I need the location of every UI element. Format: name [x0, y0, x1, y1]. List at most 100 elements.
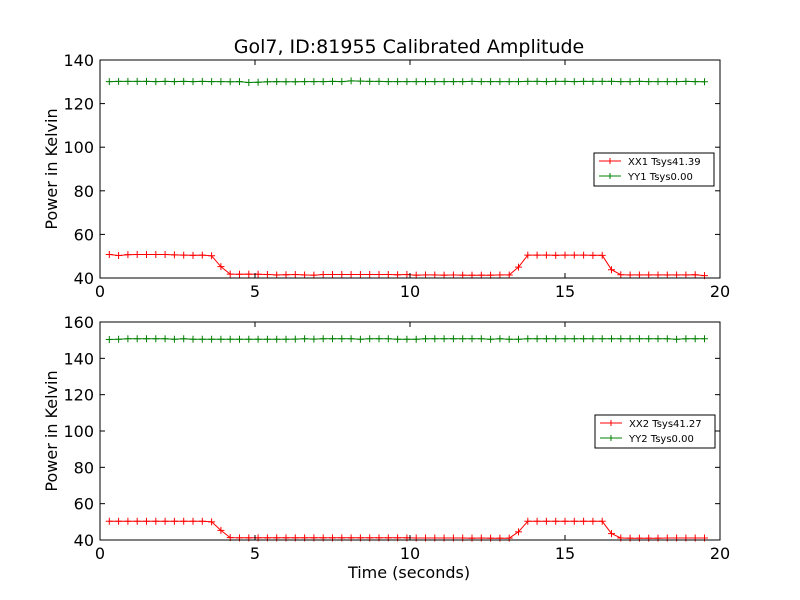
data-point [570, 78, 578, 86]
data-point [347, 77, 355, 85]
data-point [263, 271, 271, 279]
data-point [189, 251, 197, 259]
data-point [459, 271, 467, 279]
data-point [468, 271, 476, 279]
data-point [152, 250, 160, 258]
data-point [338, 78, 346, 86]
data-point [198, 77, 206, 85]
data-point [589, 77, 597, 85]
data-point [589, 335, 597, 343]
data-point [366, 335, 374, 343]
data-point [496, 534, 504, 542]
data-point [524, 517, 532, 525]
data-point [524, 335, 532, 343]
data-point [105, 250, 113, 258]
data-point [487, 271, 495, 279]
data-point [115, 77, 123, 85]
data-point [366, 77, 374, 85]
data-point [626, 78, 634, 86]
data-point [217, 335, 225, 343]
x-tick-label: 15 [555, 544, 575, 563]
data-point [468, 335, 476, 343]
legend-label: XX2 Tsys41.27 [629, 419, 702, 430]
data-point [477, 335, 485, 343]
data-point [161, 335, 169, 343]
data-point [431, 335, 439, 343]
data-point [570, 517, 578, 525]
data-point [682, 271, 690, 279]
data-point [282, 78, 290, 86]
data-point [226, 335, 234, 343]
x-tick-label: 5 [250, 544, 260, 563]
x-tick-label: 5 [250, 282, 260, 301]
data-point [542, 78, 550, 86]
data-point [236, 270, 243, 278]
x-tick-label: 0 [95, 544, 105, 563]
x-tick-label: 0 [95, 282, 105, 301]
data-point [143, 517, 150, 525]
data-point [115, 252, 123, 260]
data-point [645, 335, 653, 343]
data-point [477, 78, 485, 86]
plot-top: 0 5 10 15 20 40 60 80 100 120 140 Power in Kelvin XX… [42, 51, 730, 301]
data-point [589, 517, 597, 525]
data-point [161, 77, 169, 85]
data-point [152, 78, 160, 86]
data-point [477, 271, 485, 279]
data-point [254, 270, 262, 278]
data-point [598, 517, 606, 525]
data-point [654, 271, 662, 279]
data-point [319, 335, 327, 343]
legend-marker [608, 435, 614, 441]
data-point [701, 335, 708, 343]
data-point [105, 335, 113, 343]
data-point [561, 335, 569, 343]
data-point [338, 271, 346, 279]
data-point [273, 271, 281, 279]
data-point [580, 251, 588, 259]
data-point [580, 77, 588, 85]
data-point [617, 335, 625, 343]
y-tick-label: 60 [74, 225, 94, 244]
data-point [273, 335, 281, 343]
data-point [310, 78, 318, 86]
data-point [133, 77, 141, 85]
y-tick-label: 140 [63, 51, 94, 70]
data-point [403, 271, 411, 279]
data-point [542, 335, 550, 343]
data-point [608, 77, 615, 85]
data-point [505, 335, 513, 343]
data-point [226, 270, 234, 278]
data-point [301, 78, 309, 86]
data-point [115, 335, 123, 343]
data-point [691, 271, 699, 279]
data-point [663, 271, 671, 279]
data-point [384, 78, 392, 86]
data-point [682, 77, 690, 85]
data-point [291, 335, 299, 343]
data-point [505, 271, 513, 279]
data-point [496, 335, 504, 343]
data-point [645, 534, 653, 542]
legend-label: YY2 Tsys0.00 [628, 434, 694, 445]
data-point [412, 78, 420, 86]
data-point [533, 251, 541, 259]
data-point [329, 335, 336, 343]
data-point [580, 335, 588, 343]
data-point [152, 335, 160, 343]
data-point [505, 534, 513, 542]
y-tick-label: 80 [74, 458, 94, 477]
data-point [515, 263, 522, 271]
data-point [598, 335, 606, 343]
data-point [673, 335, 681, 343]
data-point [189, 335, 197, 343]
data-point [170, 517, 178, 525]
data-point [217, 263, 225, 271]
data-point [617, 271, 625, 279]
data-point [459, 335, 467, 343]
data-point [338, 335, 346, 343]
x-tick-label: 20 [710, 282, 730, 301]
data-point [515, 335, 522, 343]
data-point [384, 271, 392, 279]
